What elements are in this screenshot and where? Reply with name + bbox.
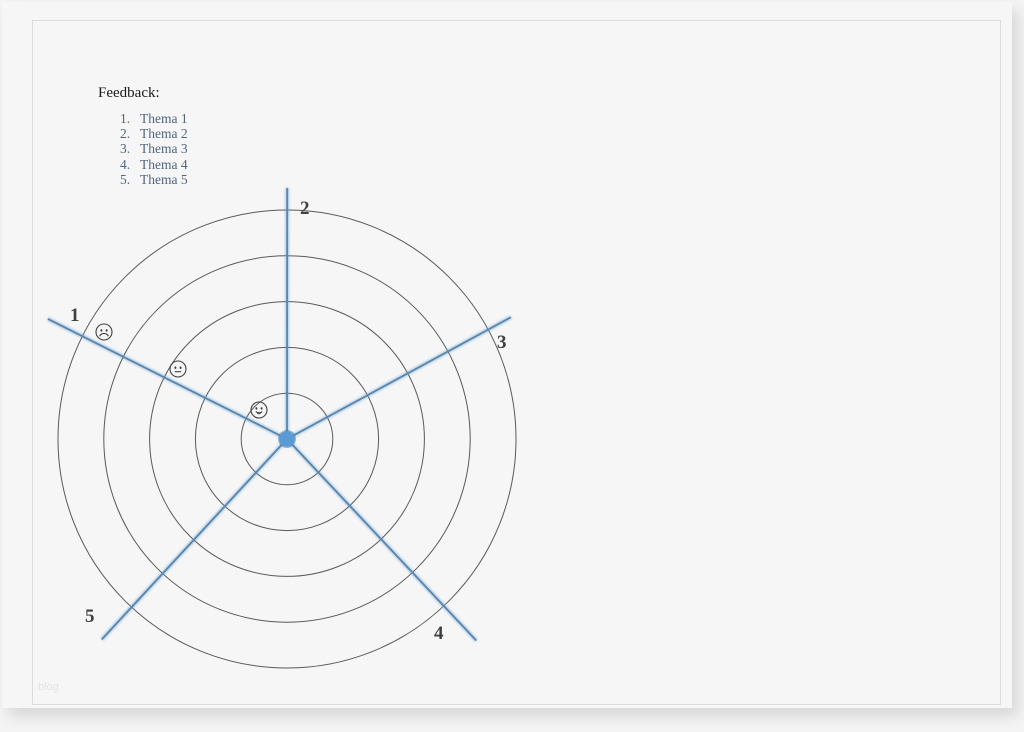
svg-text:4: 4: [434, 623, 444, 644]
svg-text:3: 3: [497, 332, 507, 353]
svg-text:5: 5: [85, 606, 95, 627]
svg-text:2: 2: [300, 198, 310, 219]
svg-text:1: 1: [70, 305, 80, 326]
